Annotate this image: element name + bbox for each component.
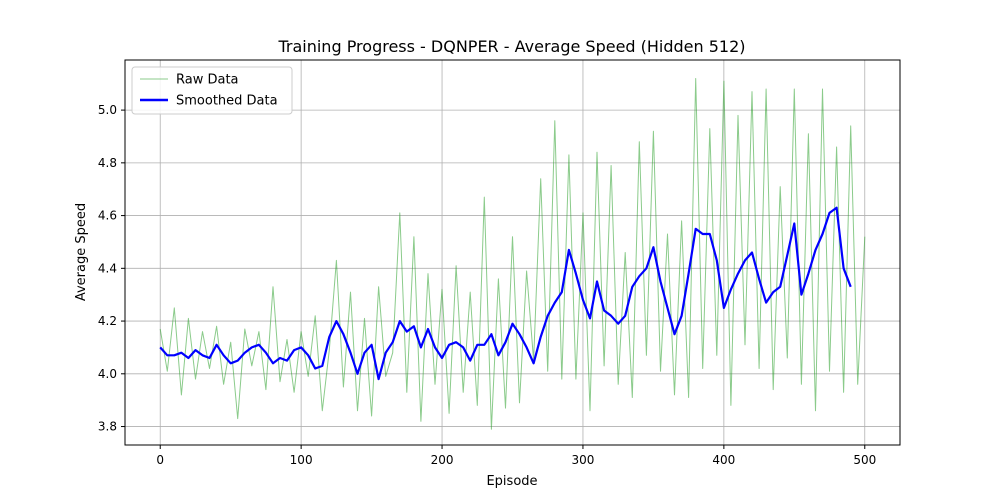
- y-tick-label: 4.2: [98, 314, 117, 328]
- x-axis-label: Episode: [486, 474, 537, 489]
- x-tick-label: 100: [290, 453, 313, 467]
- legend-label-raw-data: Raw Data: [176, 73, 239, 88]
- x-tick-label: 0: [156, 453, 164, 467]
- raw-data-line: [159, 78, 866, 430]
- x-tick-label: 500: [853, 453, 876, 467]
- legend: Raw Data Smoothed Data: [131, 66, 293, 115]
- y-tick-label: 3.8: [98, 420, 117, 434]
- plot-frame: [124, 59, 901, 446]
- legend-label-smoothed-data: Smoothed Data: [176, 94, 278, 109]
- y-tick-label: 4.6: [98, 209, 117, 223]
- y-tick-label: 4.4: [98, 261, 117, 275]
- x-tick-label: 200: [431, 453, 454, 467]
- y-tick-label: 5.0: [98, 103, 117, 117]
- y-tick-label: 4.8: [98, 156, 117, 170]
- smoothed-data-line: [159, 206, 852, 381]
- legend-box: [131, 66, 293, 115]
- chart-title: Training Progress - DQNPER - Average Spe…: [277, 37, 745, 56]
- y-tick-label: 4.0: [98, 367, 117, 381]
- series-layer: [159, 78, 866, 430]
- x-tick-label: 300: [572, 453, 595, 467]
- ticks: 0 100 200 300 400 500 3.8 4.0 4.2 4.4 4.6 4.8 5.0: [98, 103, 876, 467]
- y-axis-label: Average Speed: [74, 203, 89, 301]
- x-tick-label: 400: [712, 453, 735, 467]
